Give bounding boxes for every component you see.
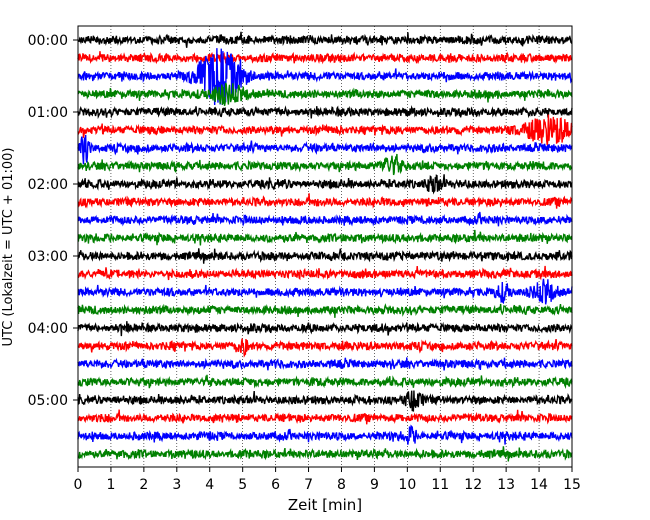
x-tick-label: 0 [74, 477, 83, 493]
x-tick-label: 8 [337, 477, 346, 493]
x-tick-label: 2 [139, 477, 148, 493]
x-axis-label: Zeit [min] [288, 496, 362, 514]
x-tick-label: 5 [238, 477, 247, 493]
trace-series [77, 303, 573, 318]
x-tick-label: 15 [563, 477, 581, 493]
y-axis: 00:00 01:00 02:00 03:00 04:00 05:00 [28, 33, 78, 409]
x-tick-label: 13 [497, 477, 515, 493]
trace-series [77, 105, 573, 120]
x-tick-label: 10 [398, 477, 416, 493]
trace-series [77, 248, 573, 264]
trace-lines [77, 31, 573, 462]
x-tick-label: 6 [271, 477, 280, 493]
y-tick-label: 04:00 [28, 321, 68, 337]
trace-series [77, 357, 573, 371]
x-tick-label: 3 [172, 477, 181, 493]
trace-series [77, 153, 573, 176]
trace-series [77, 390, 573, 412]
trace-series [77, 278, 573, 305]
y-tick-label: 03:00 [28, 249, 68, 265]
y-tick-label: 00:00 [28, 33, 68, 49]
trace-series [77, 321, 573, 337]
trace-series [77, 82, 573, 106]
trace-series [77, 409, 573, 425]
trace-series [77, 446, 573, 462]
y-tick-label: 02:00 [28, 177, 68, 193]
trace-series [77, 424, 573, 445]
trace-series [77, 265, 573, 281]
y-tick-label: 05:00 [28, 393, 68, 409]
x-tick-label: 14 [530, 477, 548, 493]
trace-series [77, 174, 573, 195]
x-tick-label: 7 [304, 477, 313, 493]
trace-series [77, 48, 573, 105]
trace-series [77, 31, 573, 48]
trace-series [77, 374, 573, 389]
x-tick-label: 12 [464, 477, 482, 493]
x-tick-label: 1 [106, 477, 115, 493]
trace-series [77, 229, 573, 246]
y-axis-label: UTC (Lokalzeit = UTC + 01:00) [1, 148, 16, 347]
trace-series [77, 338, 573, 358]
trace-series [77, 193, 573, 209]
plot-frame [77, 25, 573, 468]
x-tick-label: 11 [431, 477, 449, 493]
x-tick-label: 4 [205, 477, 214, 493]
trace-series [77, 114, 573, 146]
x-axis: 0 1 2 3 4 5 6 7 8 9 10 11 12 13 14 15 [74, 467, 581, 493]
trace-series [77, 134, 573, 165]
y-tick-label: 01:00 [28, 105, 68, 121]
trace-series [77, 51, 573, 65]
x-tick-label: 9 [370, 477, 379, 493]
trace-series [77, 211, 573, 227]
